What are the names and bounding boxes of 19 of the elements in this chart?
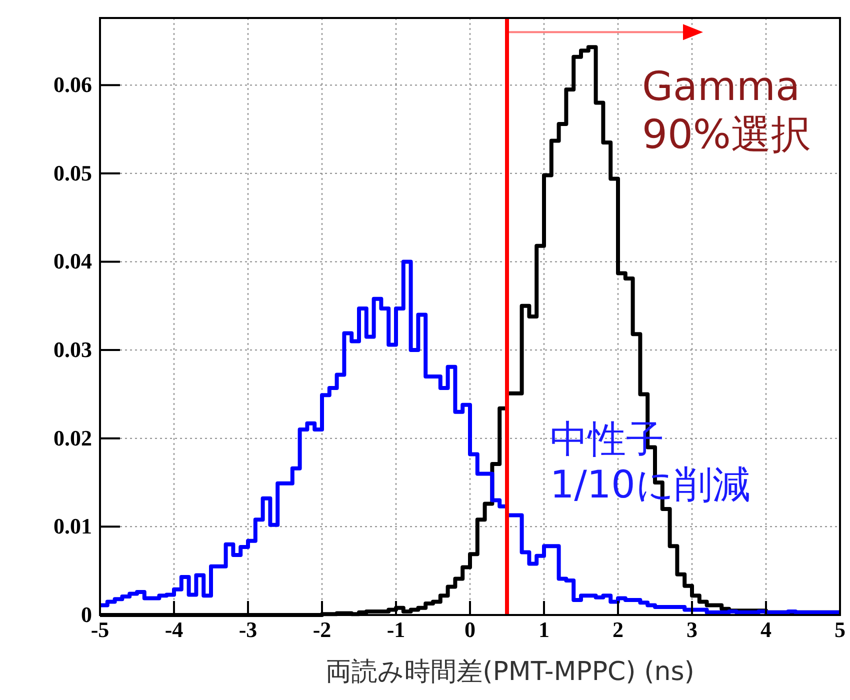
x-tick-label: -3 <box>238 617 258 642</box>
x-axis-title: 両読み時間差(PMT-MPPC) (ns) <box>326 657 694 687</box>
x-tick-label: -5 <box>90 617 110 642</box>
x-tick-label: 4 <box>760 617 772 642</box>
y-tick-label: 0.01 <box>54 514 92 539</box>
x-tick-label: -2 <box>312 617 332 642</box>
y-tick-label: 0.03 <box>54 337 92 362</box>
x-tick-label: 1 <box>538 617 550 642</box>
y-tick-label: 0.05 <box>54 160 92 186</box>
y-tick-label: 0.02 <box>54 425 92 450</box>
annotation: Gamma 90%選択 <box>642 64 811 158</box>
x-tick-label: 5 <box>834 617 846 642</box>
x-tick-label: -4 <box>164 617 184 642</box>
x-tick-label: 0 <box>464 617 476 642</box>
x-tick-label: 2 <box>612 617 624 642</box>
x-tick-label: 3 <box>686 617 698 642</box>
y-tick-label: 0.04 <box>54 248 92 274</box>
y-tick-label: 0.06 <box>54 72 92 98</box>
x-tick-label: -1 <box>386 617 406 642</box>
